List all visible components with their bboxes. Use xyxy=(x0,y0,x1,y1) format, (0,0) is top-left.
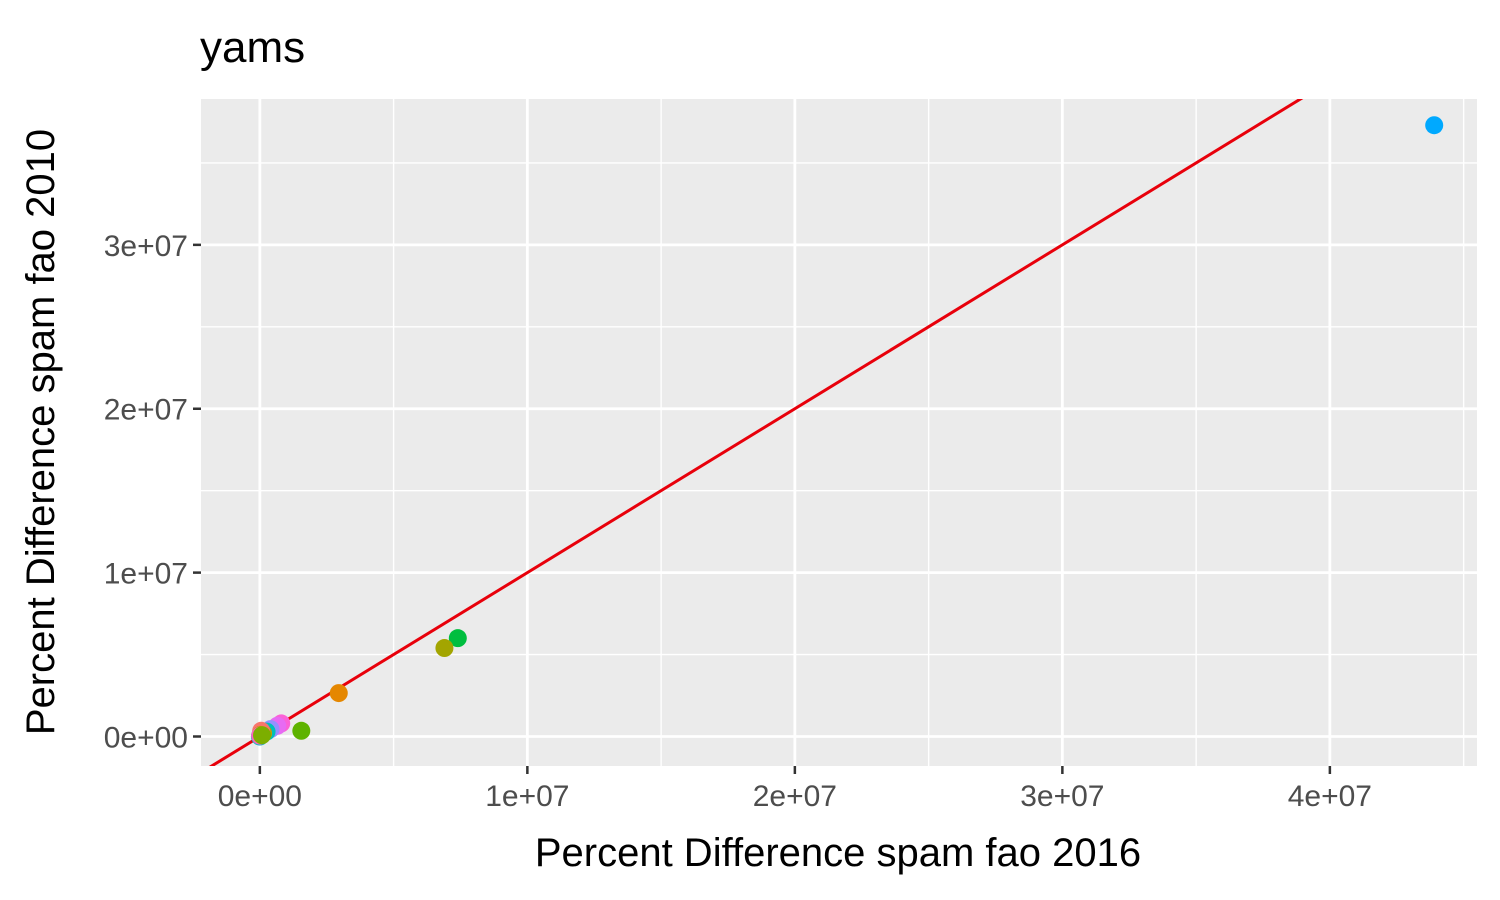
minor-gridlines xyxy=(201,99,1477,766)
reference-line-layer xyxy=(208,99,1304,766)
x-tick-label: 1e+07 xyxy=(485,780,569,813)
data-point xyxy=(252,726,271,745)
x-tick-label: 4e+07 xyxy=(1288,780,1372,813)
y-tick-label: 3e+07 xyxy=(104,230,188,263)
data-point xyxy=(329,684,348,703)
data-point xyxy=(292,721,311,740)
x-tick-label: 3e+07 xyxy=(1020,780,1104,813)
plot-panel xyxy=(201,99,1477,766)
x-tick-label: 0e+00 xyxy=(218,780,302,813)
x-axis-title: Percent Difference spam fao 2016 xyxy=(535,831,1141,875)
data-point xyxy=(1425,116,1444,135)
axes: 0e+00 1e+07 2e+07 3e+07 4e+07 0e+00 1e+07 2e+07… xyxy=(104,230,1372,813)
y-tick-label: 1e+07 xyxy=(104,558,188,591)
y-tick-label: 0e+00 xyxy=(104,722,188,755)
y-axis-title: Percent Difference spam fao 2010 xyxy=(19,129,63,735)
identity-line xyxy=(208,99,1304,766)
chart-title: yams xyxy=(200,23,305,72)
major-gridlines xyxy=(201,99,1477,766)
x-tick-label: 2e+07 xyxy=(753,780,837,813)
data-point xyxy=(448,629,467,648)
y-tick-label: 2e+07 xyxy=(104,394,188,427)
data-points xyxy=(250,116,1444,746)
data-point xyxy=(435,639,454,658)
